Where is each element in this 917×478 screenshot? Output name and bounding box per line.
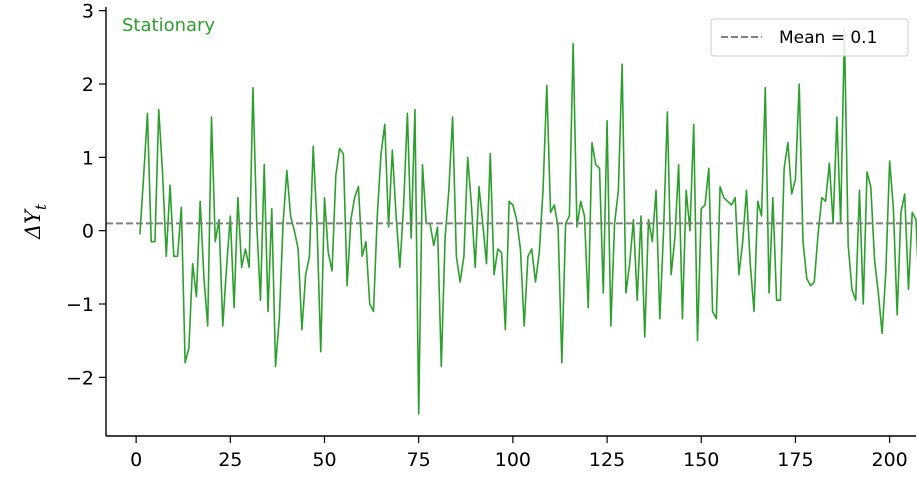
axes: 0 25 50 75 100 125 150 175 200 −2 −1 0 1 2 3 — [66, 1, 916, 471]
x-tick-label: 25 — [218, 449, 242, 471]
x-tick-label: 0 — [130, 449, 142, 471]
x-tick-label: 200 — [871, 449, 907, 471]
y-tick-label: 1 — [82, 147, 94, 169]
legend-box — [710, 18, 909, 57]
x-tick-label: 175 — [777, 449, 813, 471]
y-tick-label: 3 — [82, 1, 94, 23]
y-tick-label: −1 — [66, 294, 94, 316]
y-tick-label: 0 — [82, 221, 94, 243]
y-axis-label-subscript: t — [32, 203, 50, 210]
y-tick-label: 2 — [82, 74, 94, 96]
x-tick-label: 150 — [683, 449, 719, 471]
plot-area — [106, 28, 917, 415]
stationary-annotation: Stationary — [122, 15, 215, 36]
x-tick-label: 50 — [312, 449, 336, 471]
x-tick-label: 125 — [589, 449, 625, 471]
legend-mean-label: Mean = 0.1 — [779, 28, 877, 48]
y-tick-label: −2 — [66, 367, 94, 389]
x-tick-label: 75 — [407, 449, 431, 471]
series-line-0 — [139, 28, 917, 415]
y-axis-label: ΔYt — [21, 203, 50, 240]
y-axis-label-main: ΔY — [21, 208, 45, 240]
legend: Mean = 0.1 — [710, 18, 909, 57]
x-tick-label: 100 — [495, 449, 531, 471]
